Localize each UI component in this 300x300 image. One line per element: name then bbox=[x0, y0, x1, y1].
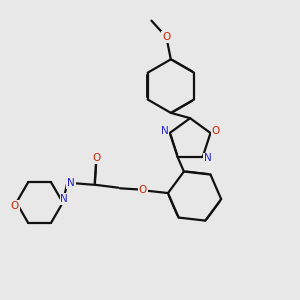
Text: N: N bbox=[204, 153, 212, 164]
Text: O: O bbox=[92, 153, 100, 163]
Text: N: N bbox=[67, 178, 75, 188]
Text: N: N bbox=[160, 127, 168, 136]
Text: O: O bbox=[11, 201, 19, 211]
Text: O: O bbox=[162, 32, 170, 42]
Text: O: O bbox=[212, 127, 220, 136]
Text: N: N bbox=[60, 194, 68, 204]
Text: O: O bbox=[139, 185, 147, 195]
